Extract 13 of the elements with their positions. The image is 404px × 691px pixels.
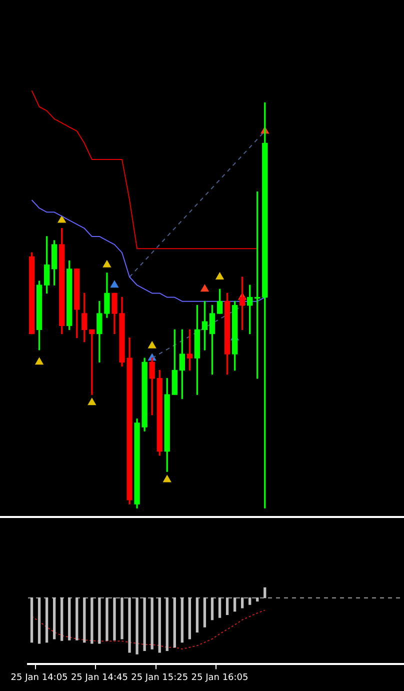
x-tick-label: 25 Jan 14:45	[70, 672, 128, 683]
point	[102, 260, 111, 268]
x-tick-label: 25 Jan 14:05	[10, 672, 68, 683]
point	[148, 341, 156, 348]
x-tick-label: 25 Jan 16:05	[191, 672, 248, 683]
point	[163, 475, 172, 482]
point	[216, 272, 224, 280]
point	[88, 398, 96, 406]
point	[110, 280, 118, 288]
point	[35, 358, 44, 365]
point	[58, 216, 66, 223]
x-tick-label: 25 Jan 15:25	[131, 672, 188, 683]
point	[200, 284, 209, 292]
